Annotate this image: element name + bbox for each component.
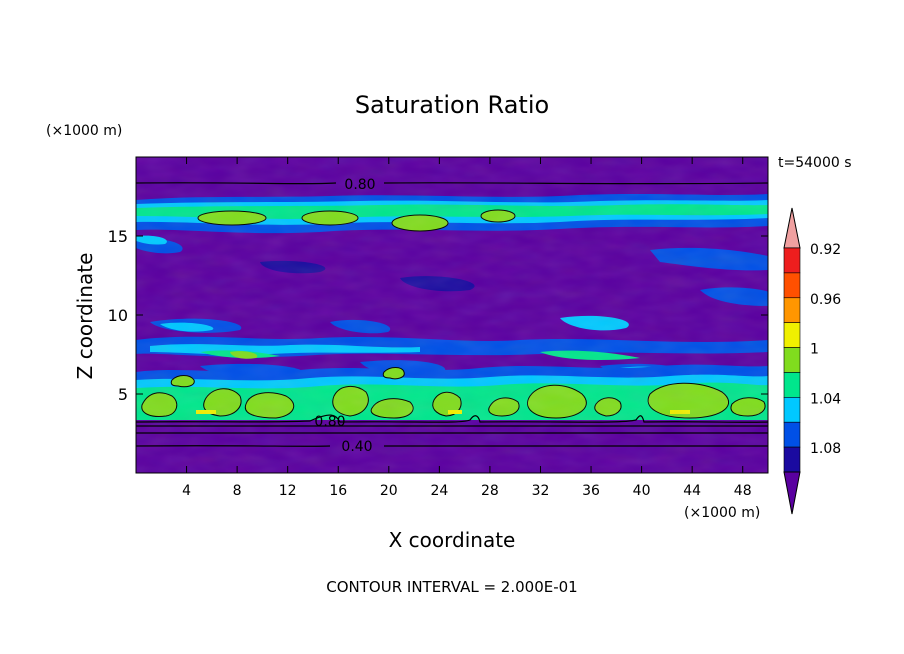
colorbar-swatch <box>783 397 801 423</box>
chart-title: Saturation Ratio <box>355 91 549 119</box>
colorbar-label: 1.04 <box>810 391 841 407</box>
x-tick-label: 4 <box>182 483 191 499</box>
time-label: t=54000 s <box>778 155 852 171</box>
colorbar: 0.92 0.96 1 1.04 1.08 <box>783 207 841 515</box>
contour-label: 0.40 <box>341 439 372 455</box>
y-tick-label: 10 <box>108 306 128 325</box>
x-tick-label: 32 <box>532 483 550 499</box>
colorbar-swatch <box>783 372 801 398</box>
x-tick-label: 8 <box>233 483 242 499</box>
contour-lines <box>136 182 768 447</box>
y-axis-ticks: 5 10 15 <box>108 227 768 404</box>
field-texture <box>136 157 768 473</box>
plot-area <box>136 157 768 473</box>
colorbar-label: 0.96 <box>810 292 841 308</box>
y-tick-label: 5 <box>118 385 128 404</box>
x-tick-label: 40 <box>633 483 651 499</box>
x-tick-label: 16 <box>329 483 347 499</box>
x-tick-label: 44 <box>683 483 701 499</box>
colorbar-swatch <box>783 322 801 348</box>
x-tick-label: 24 <box>430 483 448 499</box>
x-axis-units: (×1000 m) <box>684 505 760 521</box>
y-tick-label: 15 <box>108 227 128 246</box>
x-tick-label: 28 <box>481 483 499 499</box>
x-axis-ticks: 4 8 12 16 20 24 28 32 36 40 44 48 <box>182 157 752 499</box>
colorbar-swatch <box>783 347 801 373</box>
contour-label: 0.80 <box>314 414 345 430</box>
colorbar-swatch <box>783 446 801 473</box>
colorbar-top-arrow <box>783 207 801 249</box>
colorbar-label: 1 <box>810 342 819 358</box>
y-axis-label: Z coordinate <box>73 253 97 380</box>
colorbar-swatch <box>783 272 801 299</box>
colorbar-swatch <box>783 297 801 323</box>
colorbar-swatch <box>783 247 801 274</box>
x-axis-label: X coordinate <box>389 528 516 552</box>
y-axis-units: (×1000 m) <box>46 123 122 139</box>
colorbar-swatch <box>783 421 801 448</box>
x-tick-label: 36 <box>582 483 600 499</box>
colorbar-label: 0.92 <box>810 242 841 258</box>
contour-label: 0.80 <box>344 177 375 193</box>
colorbar-bottom-arrow <box>783 471 801 515</box>
contour-interval-note: CONTOUR INTERVAL = 2.000E-01 <box>326 578 577 596</box>
colorbar-label: 1.08 <box>810 441 841 457</box>
x-tick-label: 12 <box>279 483 297 499</box>
x-tick-label: 48 <box>734 483 752 499</box>
x-tick-label: 20 <box>380 483 398 499</box>
